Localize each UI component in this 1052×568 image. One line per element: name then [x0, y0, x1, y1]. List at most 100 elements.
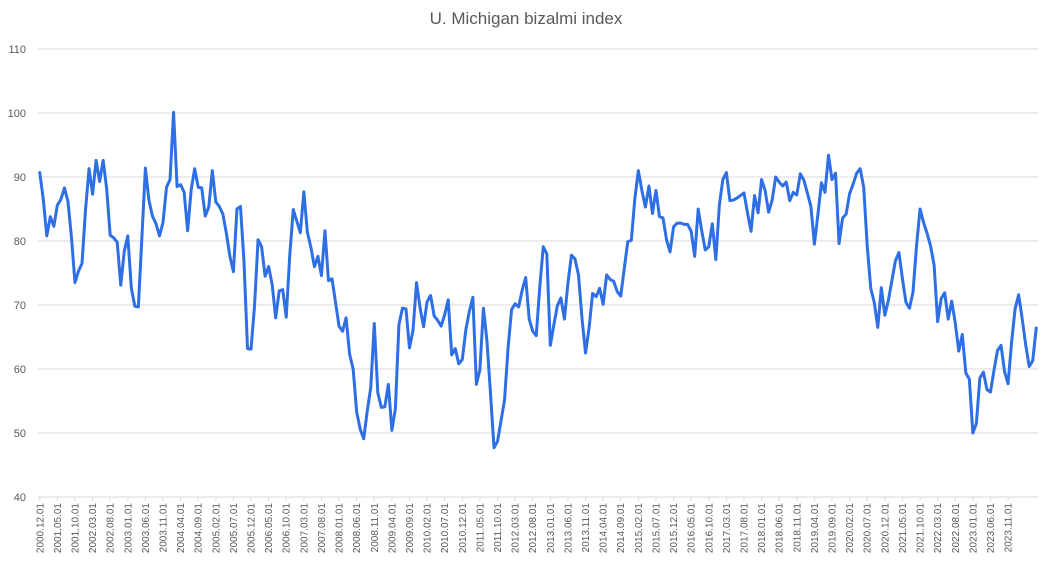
x-tick-label: 2007.03.01 [299, 503, 310, 553]
data-point [418, 306, 422, 309]
data-point [337, 324, 341, 328]
data-point [116, 241, 119, 244]
data-point [320, 274, 323, 277]
data-point [661, 216, 665, 220]
data-point [49, 215, 52, 218]
x-tick-label: 2008.01.01 [335, 503, 346, 553]
data-point [108, 234, 112, 237]
data-point [714, 258, 718, 261]
x-tick-label: 2004.09.01 [194, 503, 205, 553]
data-point [235, 207, 239, 211]
data-point [735, 196, 739, 200]
data-point [137, 305, 140, 309]
data-point [654, 189, 658, 192]
x-tick-label: 2003.01.01 [123, 503, 134, 553]
x-tick-label: 2005.12.01 [247, 503, 258, 553]
data-point [376, 391, 379, 394]
data-point [323, 229, 327, 232]
data-point [679, 221, 682, 225]
data-point [454, 347, 457, 350]
data-point [873, 301, 876, 304]
y-tick-label: 110 [8, 44, 26, 56]
data-point [996, 349, 999, 352]
data-point [591, 292, 594, 295]
data-point [344, 316, 348, 319]
data-point [925, 232, 929, 235]
data-point [749, 230, 753, 233]
data-point [270, 283, 274, 286]
data-point [651, 212, 654, 215]
data-point [211, 169, 214, 172]
x-tick-label: 2013.11.01 [581, 503, 592, 553]
x-tick-label: 2022.03.01 [933, 503, 944, 553]
data-point [675, 221, 679, 225]
data-point [302, 190, 306, 193]
data-point [580, 317, 584, 320]
data-point [362, 437, 365, 440]
x-tick-label: 2007.08.01 [317, 503, 328, 553]
data-point [285, 315, 288, 319]
data-point [112, 236, 115, 239]
data-point [932, 264, 936, 267]
data-point [482, 307, 485, 310]
data-point [489, 391, 492, 394]
data-point [545, 252, 549, 255]
data-point [510, 308, 513, 311]
x-tick-label: 2013.01.01 [546, 503, 557, 553]
data-point [288, 253, 291, 257]
data-point [929, 244, 932, 248]
data-point [144, 166, 147, 170]
data-point [485, 339, 489, 343]
data-point [1017, 293, 1020, 296]
data-point [531, 330, 534, 333]
data-point [390, 429, 394, 432]
data-point [630, 239, 633, 242]
data-point [242, 260, 246, 263]
data-point [704, 248, 707, 252]
data-point [781, 184, 784, 188]
data-point [644, 205, 647, 209]
data-point [922, 221, 925, 224]
data-point [373, 322, 376, 325]
data-point [52, 225, 56, 228]
data-point [788, 199, 791, 202]
data-point [63, 186, 66, 190]
data-point [425, 300, 429, 303]
data-point [566, 282, 570, 285]
data-point [457, 362, 460, 366]
x-tick-label: 2019.09.01 [828, 503, 839, 553]
data-point [186, 229, 189, 232]
data-point [552, 323, 556, 327]
data-point [992, 369, 996, 372]
data-point [200, 186, 203, 190]
data-point [348, 353, 351, 356]
x-tick-label: 2022.08.01 [951, 503, 962, 553]
data-point [753, 194, 756, 197]
data-point [837, 242, 841, 245]
data-point [232, 270, 235, 273]
data-point [918, 207, 922, 211]
data-point [816, 212, 820, 216]
data-point [503, 398, 506, 401]
data-point [464, 328, 468, 332]
data-point [517, 305, 520, 309]
x-tick-label: 2011.10.01 [493, 503, 504, 553]
data-point [711, 222, 714, 225]
data-point [341, 330, 344, 333]
data-point [197, 186, 200, 189]
data-point [214, 200, 218, 204]
data-point [883, 314, 887, 317]
data-point [950, 299, 953, 303]
data-point [277, 289, 281, 293]
data-point [971, 431, 975, 435]
data-point [612, 280, 615, 283]
data-point [851, 182, 855, 186]
x-tick-label: 2004.04.01 [176, 503, 187, 553]
data-point [577, 273, 580, 277]
data-point [732, 198, 735, 202]
data-point [707, 245, 710, 248]
data-point [168, 178, 172, 181]
data-point [697, 207, 700, 211]
data-point [70, 235, 73, 239]
series-line [38, 110, 1038, 450]
